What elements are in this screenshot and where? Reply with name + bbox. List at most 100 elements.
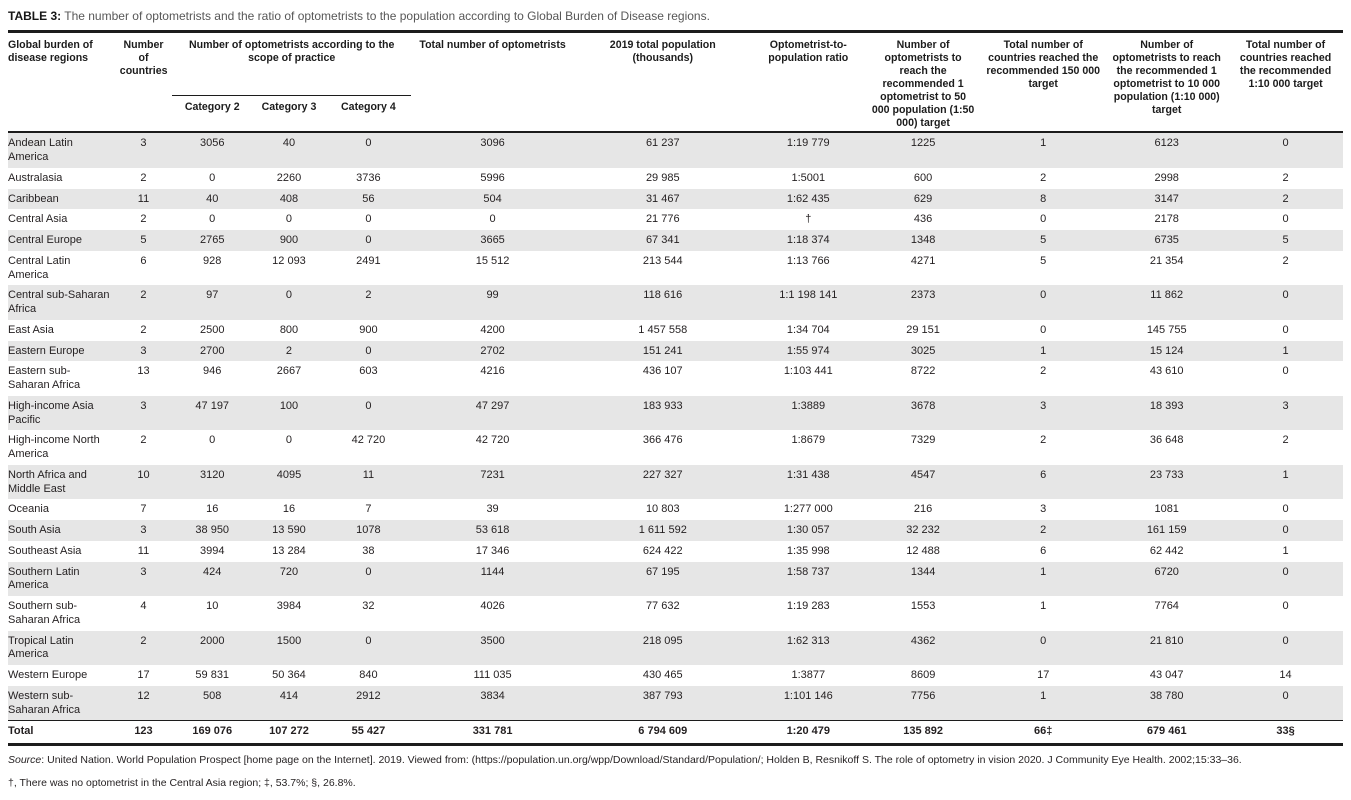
col-header-category-2: Category 2 <box>172 95 253 134</box>
value-cell: 1348 <box>910 234 936 247</box>
table-row: Central Europe 5 2765 900 0 3665 67 341 1:18 37… <box>8 230 1343 251</box>
value-cell: 1:277 000 <box>783 503 833 516</box>
table-body: Andean Latin America 3 3056 40 0 3096 61 237 1:… <box>8 132 1343 721</box>
value-cell: 424 <box>203 565 222 578</box>
col-header-scope-of-practice-group: Number of optometrists according to the … <box>172 33 412 97</box>
value-cell: 39 <box>486 503 499 516</box>
value-cell: 387 793 <box>642 689 683 702</box>
value-cell: 61 237 <box>645 137 680 150</box>
value-cell: 23 733 <box>1149 468 1184 481</box>
value-cell: 2 <box>140 213 147 226</box>
value-cell: 624 422 <box>642 544 683 557</box>
value-cell: 66‡ <box>981 720 1106 747</box>
table-caption-text: The number of optometrists and the ratio… <box>64 9 710 23</box>
value-cell: 603 <box>359 365 378 378</box>
value-cell: 4026 <box>480 600 505 613</box>
table-row: Southern Latin America 3 424 720 0 1144 67 195… <box>8 561 1343 597</box>
value-cell: 0 <box>285 434 293 447</box>
value-cell: 436 <box>913 213 933 226</box>
value-cell: 414 <box>279 689 299 702</box>
col-header-category-4: Category 4 <box>325 95 412 134</box>
value-cell: 11 <box>137 544 150 557</box>
value-cell: 0 <box>365 634 372 647</box>
value-cell: 62 442 <box>1149 544 1184 557</box>
value-cell: 0 <box>209 171 216 184</box>
region-cell: Southern sub-Saharan Africa <box>8 600 81 626</box>
region-cell: South Asia <box>8 524 61 537</box>
value-cell: 3 <box>1040 503 1047 516</box>
value-cell: 123 <box>114 720 173 747</box>
table-row: Eastern Europe 3 2700 2 0 2702 151 241 1:55 974… <box>8 340 1343 362</box>
value-cell: 1 <box>1040 600 1047 613</box>
value-cell: 1 <box>1040 344 1047 357</box>
header-row-categories: Category 2 Category 3 Category 4 <box>8 95 1343 134</box>
value-cell: 10 <box>206 600 219 613</box>
value-cell: 436 107 <box>642 365 683 378</box>
value-cell: 2178 <box>1154 213 1179 226</box>
value-cell: 0 <box>1040 323 1047 336</box>
value-cell: 1144 <box>480 565 505 578</box>
value-cell: 2 <box>1282 434 1289 447</box>
value-cell: 3 <box>140 344 147 357</box>
value-cell: 6123 <box>1154 137 1179 150</box>
value-cell: 183 933 <box>642 399 683 412</box>
value-cell: 8 <box>1040 192 1047 205</box>
value-cell: 2 <box>140 434 147 447</box>
optometrists-by-region-table: Global burden of disease regions Number … <box>8 33 1343 747</box>
table-caption: TABLE 3: The number of optometrists and … <box>8 6 1343 33</box>
value-cell: 3984 <box>276 600 302 613</box>
value-cell: 504 <box>483 192 502 205</box>
value-cell: 0 <box>1282 213 1289 226</box>
value-cell: 4271 <box>910 254 936 267</box>
region-cell: North Africa and Middle East <box>8 468 87 495</box>
value-cell: 161 159 <box>1146 524 1187 537</box>
value-cell: 36 648 <box>1149 434 1184 447</box>
value-cell: 38 <box>362 544 375 557</box>
value-cell: 1:62 435 <box>786 192 830 205</box>
value-cell: 16 <box>206 503 219 516</box>
value-cell: 6 <box>1040 544 1047 557</box>
value-cell: 0 <box>489 213 496 226</box>
value-cell: 2260 <box>276 171 302 184</box>
value-cell: 56 <box>362 192 375 205</box>
value-cell: 0 <box>209 213 216 226</box>
region-cell: East Asia <box>8 323 54 336</box>
value-cell: 1:103 441 <box>783 365 833 378</box>
value-cell: † <box>805 213 812 226</box>
value-cell: 0 <box>1282 323 1289 336</box>
value-cell: 6 <box>140 254 147 267</box>
value-cell: 67 341 <box>645 234 680 247</box>
table-row: Caribbean 11 40 408 56 504 31 467 1:62 435 629 8 3… <box>8 188 1343 210</box>
value-cell: 7329 <box>910 434 936 447</box>
value-cell: 0 <box>1282 137 1289 150</box>
value-cell: 3 <box>1040 399 1047 412</box>
value-cell: 2 <box>1282 171 1289 184</box>
value-cell: 1078 <box>356 524 381 537</box>
value-cell: 679 461 <box>1105 720 1229 747</box>
value-cell: 151 241 <box>642 344 683 357</box>
table-row: Tropical Latin America 2 2000 1500 0 3500 218 … <box>8 630 1343 666</box>
value-cell: 5 <box>1282 234 1289 247</box>
value-cell: 1 <box>1040 137 1047 150</box>
value-cell: 7764 <box>1154 600 1179 613</box>
value-cell: 1 <box>1282 344 1289 357</box>
table-row: High-income Asia Pacific 3 47 197 100 0 47 29… <box>8 395 1343 431</box>
value-cell: 928 <box>203 254 222 267</box>
region-cell: Andean Latin America <box>8 137 73 164</box>
value-cell: 1:55 974 <box>786 344 830 357</box>
value-cell: 11 <box>362 468 375 481</box>
col-header-countries-reached-1-10000: Total number of countries reached the re… <box>1228 33 1343 134</box>
value-cell: 5 <box>140 234 147 247</box>
value-cell: 3096 <box>480 137 505 150</box>
table-row: East Asia 2 2500 800 900 4200 1 457 558 1:34 70… <box>8 320 1343 341</box>
value-cell: 4216 <box>480 365 505 378</box>
region-cell: Eastern Europe <box>8 344 85 357</box>
value-cell: 2702 <box>480 344 505 357</box>
value-cell: 42 720 <box>475 434 510 447</box>
value-cell: 135 892 <box>865 720 982 747</box>
value-cell: 0 <box>285 289 293 302</box>
value-cell: 1 <box>1040 565 1047 578</box>
value-cell: 47 297 <box>475 399 510 412</box>
value-cell: 1225 <box>910 137 936 150</box>
